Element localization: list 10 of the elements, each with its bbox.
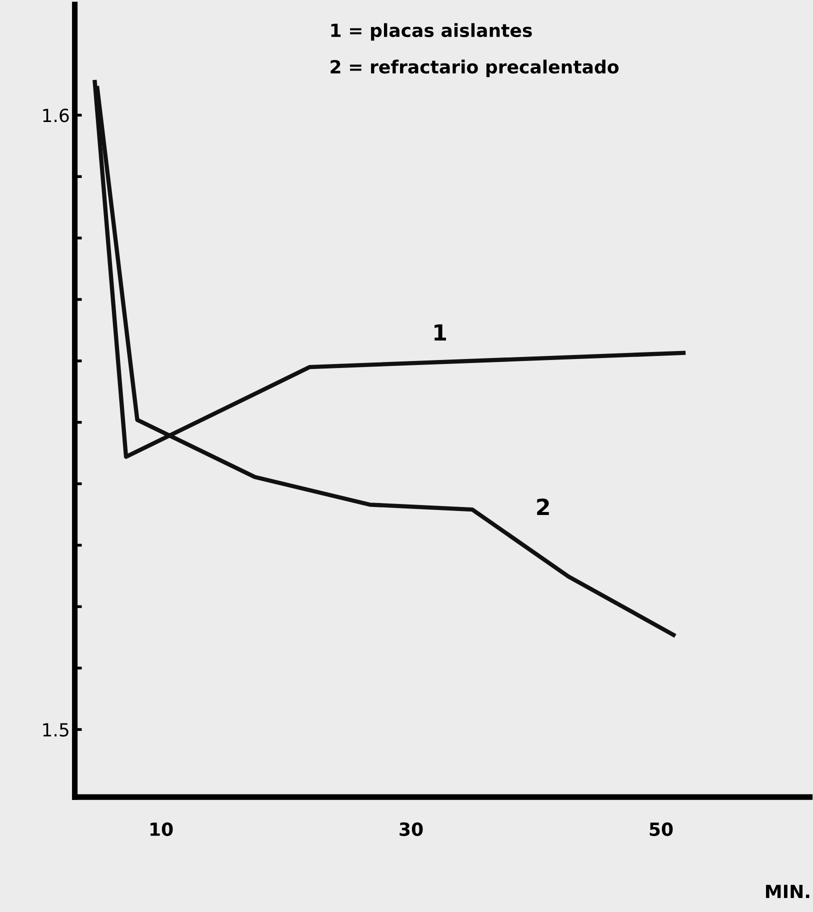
annotation: 1 = placas aislantes [331,23,532,41]
annotation: 2 [537,498,549,516]
y-tick-label: 1.6 [43,108,69,122]
x-axis-title: MIN. [766,884,810,898]
x-tick-label: 30 [400,822,423,836]
annotation: 2 = refractario precalentado [330,60,619,78]
x-tick-label: 10 [150,822,173,836]
y-tick-label: 1.5 [43,723,68,737]
annotation: 1 [434,324,446,341]
x-tick-label: 50 [650,822,673,836]
